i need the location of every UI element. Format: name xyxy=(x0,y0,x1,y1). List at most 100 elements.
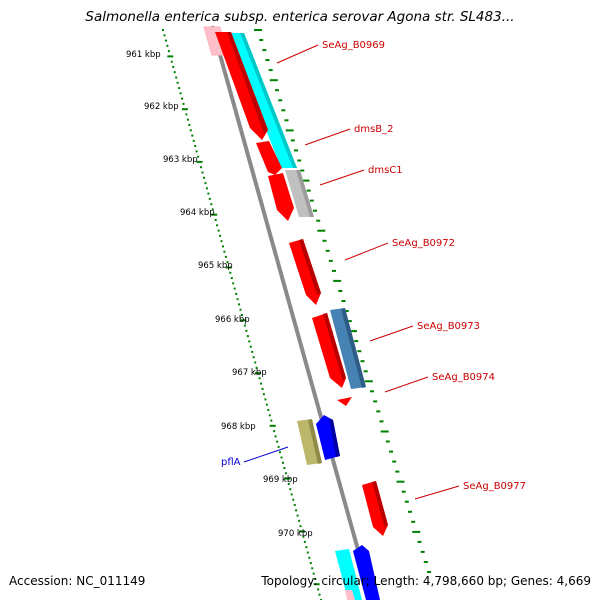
outer-minor-tick xyxy=(254,361,257,364)
inner-minor-tick xyxy=(373,400,378,403)
outer-minor-tick xyxy=(305,546,308,549)
gene-red-b0972-shade xyxy=(299,239,321,295)
outer-minor-tick xyxy=(186,118,189,121)
inner-minor-tick xyxy=(309,199,314,202)
outer-minor-tick xyxy=(241,314,243,316)
outer-minor-tick xyxy=(317,588,320,591)
outer-minor-tick xyxy=(279,451,281,454)
outer-minor-tick xyxy=(207,192,210,195)
outer-minor-tick xyxy=(314,577,317,580)
outer-minor-tick xyxy=(208,197,211,200)
outer-minor-tick xyxy=(238,303,241,306)
outer-major-tick xyxy=(181,108,188,111)
outer-minor-tick xyxy=(252,356,255,359)
outer-minor-tick xyxy=(277,445,280,448)
outer-minor-tick xyxy=(283,467,286,470)
outer-minor-tick xyxy=(200,166,202,169)
inner-minor-tick xyxy=(401,490,406,493)
inner-minor-tick xyxy=(385,440,390,443)
outer-minor-tick xyxy=(203,176,205,179)
inner-minor-tick xyxy=(341,300,346,302)
gene-cyan-bottom[interactable] xyxy=(335,549,362,600)
outer-minor-tick xyxy=(167,50,170,53)
outer-major-tick xyxy=(269,424,276,427)
outer-minor-tick xyxy=(182,102,185,105)
outer-minor-tick xyxy=(273,430,276,433)
gene-red-b0977-shade xyxy=(372,481,388,528)
connector-dmsc1 xyxy=(319,169,365,186)
outer-minor-tick xyxy=(175,76,178,79)
outer-minor-tick xyxy=(232,282,235,285)
inner-minor-tick xyxy=(417,540,422,543)
inner-major-tick xyxy=(285,129,294,132)
accession-text: Accession: NC_011149 xyxy=(9,574,146,588)
outer-minor-tick xyxy=(239,308,242,311)
gene-label-pfla[interactable]: pflA xyxy=(221,457,241,468)
connector-b0977 xyxy=(414,485,460,500)
gene-label-dmsc1[interactable]: dmsC1 xyxy=(368,165,403,176)
outer-minor-tick xyxy=(255,366,258,369)
gene-label-b0974[interactable]: SeAg_B0974 xyxy=(432,372,495,383)
kbp-label-963: 963 kbp xyxy=(163,155,198,165)
outer-minor-tick xyxy=(166,44,169,47)
outer-minor-tick xyxy=(292,498,295,501)
kbp-label-967: 967 kbp xyxy=(232,368,267,378)
gene-label-b0977[interactable]: SeAg_B0977 xyxy=(463,481,526,492)
inner-major-tick xyxy=(301,179,310,182)
outer-major-tick xyxy=(255,372,262,375)
inner-minor-tick xyxy=(392,460,397,463)
label-connectors xyxy=(243,44,460,500)
inner-minor-tick xyxy=(332,269,336,272)
outer-minor-tick xyxy=(210,203,213,206)
gene-red-b0977[interactable] xyxy=(362,481,388,536)
outer-minor-tick xyxy=(164,39,167,42)
inner-minor-tick xyxy=(423,561,428,563)
outer-minor-tick xyxy=(236,298,239,301)
outer-major-tick xyxy=(225,266,232,269)
inner-minor-tick xyxy=(411,520,416,523)
kbp-label-961: 961 kbp xyxy=(126,50,161,60)
gene-red-1[interactable] xyxy=(215,32,268,140)
kbp-label-962: 962 kbp xyxy=(144,102,179,112)
gene-label-b0973[interactable]: SeAg_B0973 xyxy=(417,321,480,332)
outer-minor-tick xyxy=(265,403,268,406)
connector-dmsb2 xyxy=(304,128,351,146)
gene-label-dmsb2[interactable]: dmsB_2 xyxy=(354,124,394,135)
outer-minor-tick xyxy=(204,182,207,185)
outer-minor-tick xyxy=(274,435,277,438)
gene-label-b0972[interactable]: SeAg_B0972 xyxy=(392,238,455,249)
gene-red-b0973[interactable] xyxy=(312,313,346,388)
outer-minor-tick xyxy=(179,92,182,95)
inner-minor-tick xyxy=(313,209,317,212)
gene-red-b0972[interactable] xyxy=(289,239,321,305)
gene-red-3[interactable] xyxy=(268,173,294,221)
outer-minor-tick xyxy=(262,393,265,396)
genome-backbone xyxy=(210,25,374,600)
outer-minor-tick xyxy=(311,567,314,570)
inner-minor-tick xyxy=(404,500,409,503)
outer-minor-tick xyxy=(195,150,198,153)
kbp-label-968: 968 kbp xyxy=(221,422,256,432)
outer-minor-tick xyxy=(189,129,192,132)
inner-major-tick xyxy=(396,480,405,483)
outer-minor-tick xyxy=(287,482,290,485)
gene-blue-bottom[interactable] xyxy=(353,545,380,600)
outer-minor-tick xyxy=(191,134,194,137)
inner-minor-tick xyxy=(363,370,368,373)
gene-label-b0969[interactable]: SeAg_B0969 xyxy=(322,40,385,51)
outer-minor-tick xyxy=(173,71,176,74)
kbp-label-969: 969 kbp xyxy=(263,475,298,485)
outer-minor-tick xyxy=(245,329,248,332)
gene-red-b0974[interactable] xyxy=(337,397,352,406)
kbp-label-965: 965 kbp xyxy=(198,261,233,271)
gene-red-2[interactable] xyxy=(256,141,282,175)
inner-minor-tick xyxy=(370,390,374,393)
inner-major-tick xyxy=(364,380,373,383)
outer-major-tick xyxy=(211,213,218,216)
outer-minor-tick xyxy=(249,345,252,348)
inner-major-tick xyxy=(317,229,326,232)
inner-minor-tick xyxy=(316,219,321,222)
outer-minor-tick xyxy=(312,572,315,575)
outer-minor-tick xyxy=(217,229,220,232)
